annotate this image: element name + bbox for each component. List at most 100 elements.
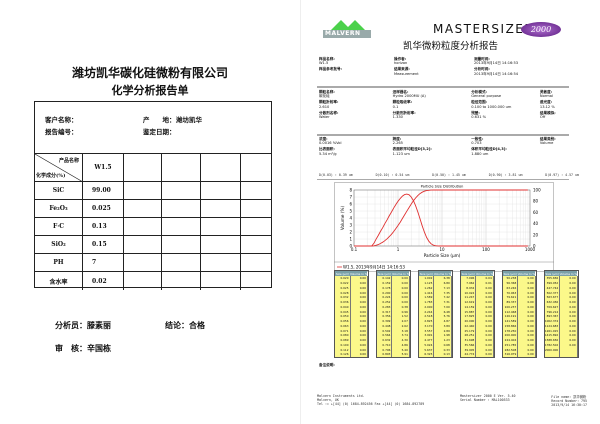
volume-cell: 0.00 [517, 352, 536, 357]
volume-cell: 0.01 [475, 280, 494, 286]
table-row: 200.000 0.00 [502, 333, 536, 338]
field-value: 1.330 [392, 115, 403, 120]
field-value: 2013年9月14日 14:16:53 [474, 61, 519, 66]
volume-cell: 0.00 [517, 333, 536, 338]
size-cell: 56.368 [502, 280, 519, 286]
volume-cell: 0.00 [517, 347, 536, 352]
field: 分析模式: General purpose [471, 90, 540, 99]
table-row: PH 7 [35, 254, 271, 272]
table-header: Volume In % [475, 271, 494, 276]
size-table: Size (µm) Volume In % 0.020 0.00 0.022 0.00 0.… [334, 270, 369, 358]
y-tick-label: 2 [349, 230, 352, 235]
field-label: 操作者: [394, 57, 407, 61]
field-label: 分析模式: [471, 90, 487, 94]
field-value: Volume [539, 141, 554, 146]
footer-line: Malvern, UK [317, 398, 339, 402]
field: 操作者: horizon [394, 57, 474, 66]
y-tick-label: 3 [349, 223, 352, 228]
size-cell: 0.142 [376, 276, 393, 281]
volume-cell: 0.00 [350, 304, 368, 310]
table-row: 0.796 5.40 [376, 347, 410, 352]
size-cell: 2000.000 [544, 347, 561, 352]
field-value: 0.1 [392, 104, 399, 109]
report-no-label: 报告编号： [45, 128, 78, 136]
field-value: Measurement [394, 71, 419, 76]
volume-cell: 0.00 [475, 304, 494, 310]
size-cell: 31.698 [460, 337, 477, 343]
table-row: 1.416 7.35 [418, 290, 452, 295]
reviewer-name: 辛国栋 [87, 343, 111, 353]
empty-cell [241, 182, 271, 199]
footer-block: Malvern Instruments Ltd. Malvern, UK Tel :… [317, 394, 424, 407]
volume-cell: 0.00 [517, 276, 536, 281]
percentile-value: D(0.10) : 0.54 um [375, 173, 410, 177]
size-cell: 3.557 [418, 328, 435, 333]
size-cell: 0.045 [335, 309, 351, 314]
volume-cell: 0.00 [391, 299, 410, 305]
volume-cell: 0.00 [559, 333, 578, 338]
footer-line: Malvern Instruments Ltd. [317, 394, 365, 398]
field-row: 颗粒折射率: 2.610 颗粒吸收率: 0.1 粒径范围: 0.100 to 1000.0… [319, 100, 589, 109]
volume-cell: 1.98 [433, 333, 452, 338]
field-value: Hydro 2000MU (A) [392, 94, 426, 99]
y-tick-label: 8 [349, 188, 352, 193]
y2-tick-label: 100 [533, 188, 541, 193]
field-label: 粒径范围: [471, 100, 487, 105]
result-summary: 浓度: 0.0016 %Vol 跨度: 2.265 一致性: 0.703 结果类别: Volu… [319, 137, 589, 158]
field: 比表面积: 5.34 m²/g [319, 147, 393, 156]
field-label: 分散剂折射率: [392, 110, 416, 115]
table-header: Volume In % [559, 271, 578, 276]
volume-cell: 0.00 [391, 276, 410, 281]
size-cell: 1.783 [418, 299, 435, 305]
size-cell: 1002.374 [544, 318, 561, 324]
size-cell: 2.825 [418, 318, 435, 324]
table-row: 70.963 0.00 [502, 290, 536, 295]
empty-cell [162, 182, 201, 199]
size-cell: 39.905 [460, 347, 477, 352]
size-cell: 1261.915 [544, 328, 561, 333]
field-value: 0.100 to 1000.000 um [471, 104, 512, 109]
volume-cell: 0.00 [391, 285, 410, 291]
volume-cell: 6.80 [433, 280, 452, 286]
customer-label: 客户名称： [45, 116, 78, 124]
volume-cell: 0.13 [433, 352, 452, 357]
component-name: Fe₂O₃ [35, 200, 83, 217]
table-row: 0.022 0.00 [335, 280, 368, 286]
product-name-label: 产品名称 [58, 158, 79, 164]
volume-cell: 0.00 [559, 299, 578, 305]
table-row: 56.368 0.00 [502, 280, 536, 286]
field: 体积平均粒径D[4,3]: 1.880 um [471, 147, 540, 156]
component-value: 0.13 [83, 218, 124, 235]
empty-cell [201, 200, 241, 217]
volume-cell: 0.00 [475, 295, 494, 300]
field-label: 遮光度: [539, 100, 553, 105]
size-cell: 5.637 [418, 347, 435, 352]
table-row: 17.825 0.00 [460, 314, 494, 319]
size-cell: 1.002 [418, 276, 435, 281]
field-row: 分散剂名称: Water 分散剂折射率: 1.330 残差: 0.631 % 结果模拟: Of… [319, 111, 589, 120]
size-cell: 15.887 [460, 309, 477, 314]
table-row: 0.502 3.18 [376, 328, 410, 333]
field: 颗粒折射率: 2.610 [319, 100, 393, 109]
size-cell: 0.020 [335, 276, 351, 281]
field-row: 样品名称: W1.5 操作者: horizon 测量时间: 2013年9月14日 14:1… [319, 57, 589, 66]
size-cell: 35.566 [460, 342, 477, 348]
size-cell: 8.934 [460, 285, 477, 291]
size-cell: 709.627 [544, 304, 561, 310]
volume-cell: 0.00 [475, 309, 494, 314]
table-row: 4.477 1.23 [418, 337, 452, 343]
field-label: 一致性: [471, 137, 484, 141]
table-row: 0.159 0.00 [376, 280, 410, 286]
volume-cell: 4.86 [391, 342, 410, 348]
field: 颗粒名称: 碳化硅 [319, 90, 393, 99]
table-header: Size (µm) [502, 271, 518, 276]
volume-cell: 0.00 [559, 295, 578, 300]
table-row: 14.159 0.00 [460, 304, 494, 310]
empty-cell [201, 236, 241, 253]
field-label: 样品名称: [319, 57, 335, 61]
table-row: 316.979 0.00 [502, 352, 536, 357]
volume-cell: 0.00 [517, 323, 536, 329]
field-value: General purpose [471, 94, 502, 99]
table-row: 0.112 0.00 [335, 347, 368, 352]
size-cell: 1.416 [418, 290, 435, 295]
